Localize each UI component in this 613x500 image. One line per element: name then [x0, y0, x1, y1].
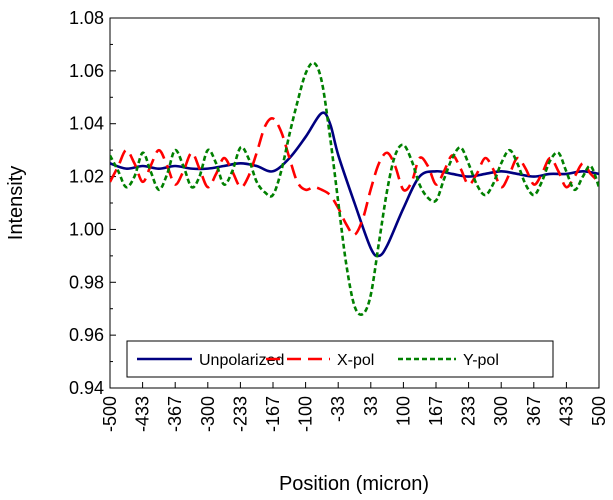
x-tick-label: 100 — [393, 396, 413, 426]
y-axis-title: Intensity — [5, 166, 27, 240]
series-line-y-pol — [110, 61, 599, 316]
x-axis-title: Position (micron) — [279, 473, 429, 495]
x-tick-label: 433 — [556, 396, 576, 426]
y-tick-label: 1.06 — [69, 61, 104, 81]
x-tick-label: -367 — [165, 396, 185, 432]
x-axis: -500 -433 -367 -300 -233 -167 -100 -33 33 100 167 2… — [100, 382, 609, 432]
legend-label: X-pol — [337, 352, 374, 369]
series-line-unpolarized — [110, 111, 599, 258]
x-tick-label: 367 — [524, 396, 544, 426]
x-tick-label: 33 — [361, 396, 381, 416]
legend-label: Y-pol — [463, 352, 499, 369]
series-line-x-pol — [110, 116, 599, 237]
y-tick-label: 1.02 — [69, 167, 104, 187]
x-tick-label: 167 — [426, 396, 446, 426]
y-tick-label: 0.98 — [69, 272, 104, 292]
y-tick-label: 1.00 — [69, 219, 104, 239]
y-tick-label: 0.94 — [69, 378, 104, 398]
x-tick-label: -233 — [230, 396, 250, 432]
x-tick-label: 233 — [459, 396, 479, 426]
y-tick-label: 1.04 — [69, 114, 104, 134]
x-tick-label: -100 — [296, 396, 316, 432]
y-tick-label: 1.08 — [69, 8, 104, 28]
legend-label: Unpolarized — [199, 352, 284, 369]
x-tick-label: -300 — [198, 396, 218, 432]
x-tick-label: -433 — [133, 396, 153, 432]
x-tick-label: 500 — [589, 396, 609, 426]
x-tick-label: 300 — [491, 396, 511, 426]
y-tick-label: 0.96 — [69, 325, 104, 345]
x-tick-label: -167 — [263, 396, 283, 432]
y-axis: 0.94 0.96 0.98 1.00 1.02 1.04 1.06 1.08 — [69, 8, 116, 398]
x-tick-label: -33 — [328, 396, 348, 422]
legend-box — [126, 340, 554, 378]
x-tick-label: -500 — [100, 396, 120, 432]
legend: Unpolarized X-pol Y-pol — [126, 340, 554, 378]
series-layer — [110, 61, 599, 316]
